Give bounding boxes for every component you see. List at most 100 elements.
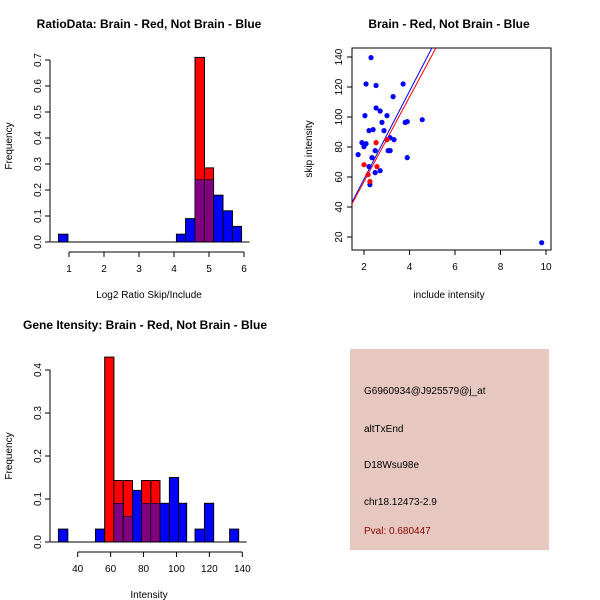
scatter-point-red [384, 137, 390, 143]
ratio-bar-overlap [204, 179, 214, 243]
scatter-y-tick-label: 140 [334, 48, 345, 65]
scatter-point-blue [377, 168, 383, 174]
intensity-y-tick-label: 0.3 [33, 406, 44, 420]
ratio-x-tick-label: 6 [241, 264, 247, 275]
intensity-y-tick-label: 0.2 [33, 449, 44, 463]
intensity-bar-overlap [113, 502, 124, 543]
intensity-bar-blue [159, 502, 170, 543]
scatter-point-blue [366, 164, 372, 170]
intensity-bar-blue [194, 528, 205, 543]
ratio-bar-blue [213, 194, 224, 243]
scatter-point-blue [377, 108, 383, 114]
scatter-x-tick-label: 8 [498, 262, 504, 273]
scatter-ylabel: skip intensity [304, 120, 315, 177]
ratio-y-tick-label: 0.2 [33, 183, 44, 197]
ratio-x-tick-label: 4 [171, 264, 177, 275]
intensity-bar-blue [178, 502, 188, 543]
red-fit-line [352, 48, 437, 205]
scatter-y-tick-label: 100 [334, 108, 345, 125]
scatter-point-blue [359, 140, 365, 146]
probe-id: G6960934@J925579@j_at [364, 386, 486, 397]
intensity-bar-blue [203, 502, 215, 543]
scatter-point-blue [387, 148, 393, 154]
scatter-point-blue [373, 82, 379, 89]
ratio-y-tick-label: 0.5 [33, 105, 44, 119]
intensity-bar-blue [229, 528, 240, 543]
scatter-point-red [361, 162, 367, 168]
intensity-y-tick-label: 0.0 [33, 535, 44, 549]
scatter-point-blue [381, 128, 387, 134]
scatter-plot: 2 4 6 8 10 20 40 60 80 100 120 140 [334, 47, 552, 273]
intensity-bar-overlap [141, 502, 152, 543]
intensity-y-tick-label: 0.1 [33, 492, 44, 506]
ratio-y-tick-label: 0.3 [33, 157, 44, 171]
ratio-histogram: 0.0 0.1 0.2 0.3 0.4 0.5 0.6 0.7 1 2 3 4 5 6 [33, 53, 250, 275]
scatter-point-blue [384, 113, 390, 119]
ratio-y-tick-label: 0.0 [33, 235, 44, 249]
intensity-histogram: 0.0 0.1 0.2 0.3 0.4 40 60 80 100 120 140 [33, 356, 251, 575]
intensity-bar-red [104, 356, 115, 543]
scatter-point-blue [366, 128, 372, 134]
gene-name: D18Wsu98e [364, 460, 420, 471]
ratio-y-tick-label: 0.4 [33, 131, 44, 145]
scatter-y-tick-label: 120 [334, 78, 345, 95]
ratio-y-tick-label: 0.6 [33, 79, 44, 93]
ratio-bar-overlap [194, 179, 205, 243]
scatter-point-blue [370, 127, 376, 133]
ratio-y-tick-label: 0.1 [33, 209, 44, 223]
intensity-x-tick-label: 40 [72, 564, 84, 575]
scatter-title: Brain - Red, Not Brain - Blue [368, 17, 530, 31]
scatter-x-tick-label: 2 [361, 262, 367, 273]
intensity-x-tick-label: 120 [201, 564, 218, 575]
ratio-bar-blue [231, 225, 243, 243]
scatter-point-blue [361, 144, 367, 150]
scatter-xlabel: include intensity [413, 290, 484, 301]
ratio-hist-title: RatioData: Brain - Red, Not Brain - Blue [37, 17, 262, 31]
scatter-point-blue [372, 170, 378, 176]
scatter-point-blue [362, 113, 368, 119]
scatter-point-red [374, 164, 380, 170]
intensity-x-tick-label: 60 [105, 564, 117, 575]
ratio-x-tick-label: 1 [66, 264, 72, 275]
intensity-hist-ylabel: Frequency [4, 432, 15, 479]
intensity-hist-title: Gene Itensity: Brain - Red, Not Brain - … [23, 318, 267, 332]
intensity-x-tick-label: 140 [234, 564, 251, 575]
intensity-hist-xlabel: Intensity [130, 590, 167, 600]
ratio-bar-blue [185, 218, 196, 243]
intensity-y-tick-label: 0.4 [33, 363, 44, 377]
intensity-bar-overlap [122, 515, 133, 543]
scatter-y-tick-label: 20 [334, 231, 345, 243]
scatter-y-tick-label: 60 [334, 171, 345, 183]
ratio-x-tick-label: 2 [101, 264, 107, 275]
intensity-bar-blue [57, 528, 69, 543]
event-type: altTxEnd [364, 424, 404, 435]
scatter-point-blue [355, 152, 361, 158]
scatter-point-blue [368, 55, 374, 61]
scatter-point-red [367, 178, 373, 185]
scatter-y-tick-label: 80 [334, 141, 345, 153]
intensity-x-tick-label: 80 [138, 564, 150, 575]
ratio-x-tick-label: 3 [136, 264, 142, 275]
scatter-point-blue [419, 117, 425, 123]
scatter-point-blue [363, 81, 369, 87]
scatter-frame [351, 47, 552, 251]
intensity-x-tick-label: 100 [168, 564, 185, 575]
intensity-bar-blue [132, 489, 143, 543]
ratio-x-tick-label: 5 [206, 264, 212, 275]
scatter-point-blue [372, 148, 378, 154]
scatter-x-tick-label: 4 [407, 262, 413, 273]
scatter-point-blue [539, 240, 545, 246]
scatter-x-tick-label: 6 [452, 262, 458, 273]
info-box: G6960934@J925579@j_at altTxEnd D18Wsu98e… [350, 349, 549, 550]
scatter-point-red [365, 172, 371, 178]
ratio-hist-ylabel: Frequency [4, 122, 15, 169]
ratio-hist-xlabel: Log2 Ratio Skip/Include [96, 290, 202, 301]
scatter-point-blue [369, 155, 375, 161]
scatter-point-blue [391, 137, 397, 143]
p-value: Pval: 0.680447 [364, 526, 431, 537]
intensity-bar-blue [94, 528, 106, 543]
scatter-point-blue [400, 81, 406, 87]
scatter-point-blue [379, 119, 385, 125]
